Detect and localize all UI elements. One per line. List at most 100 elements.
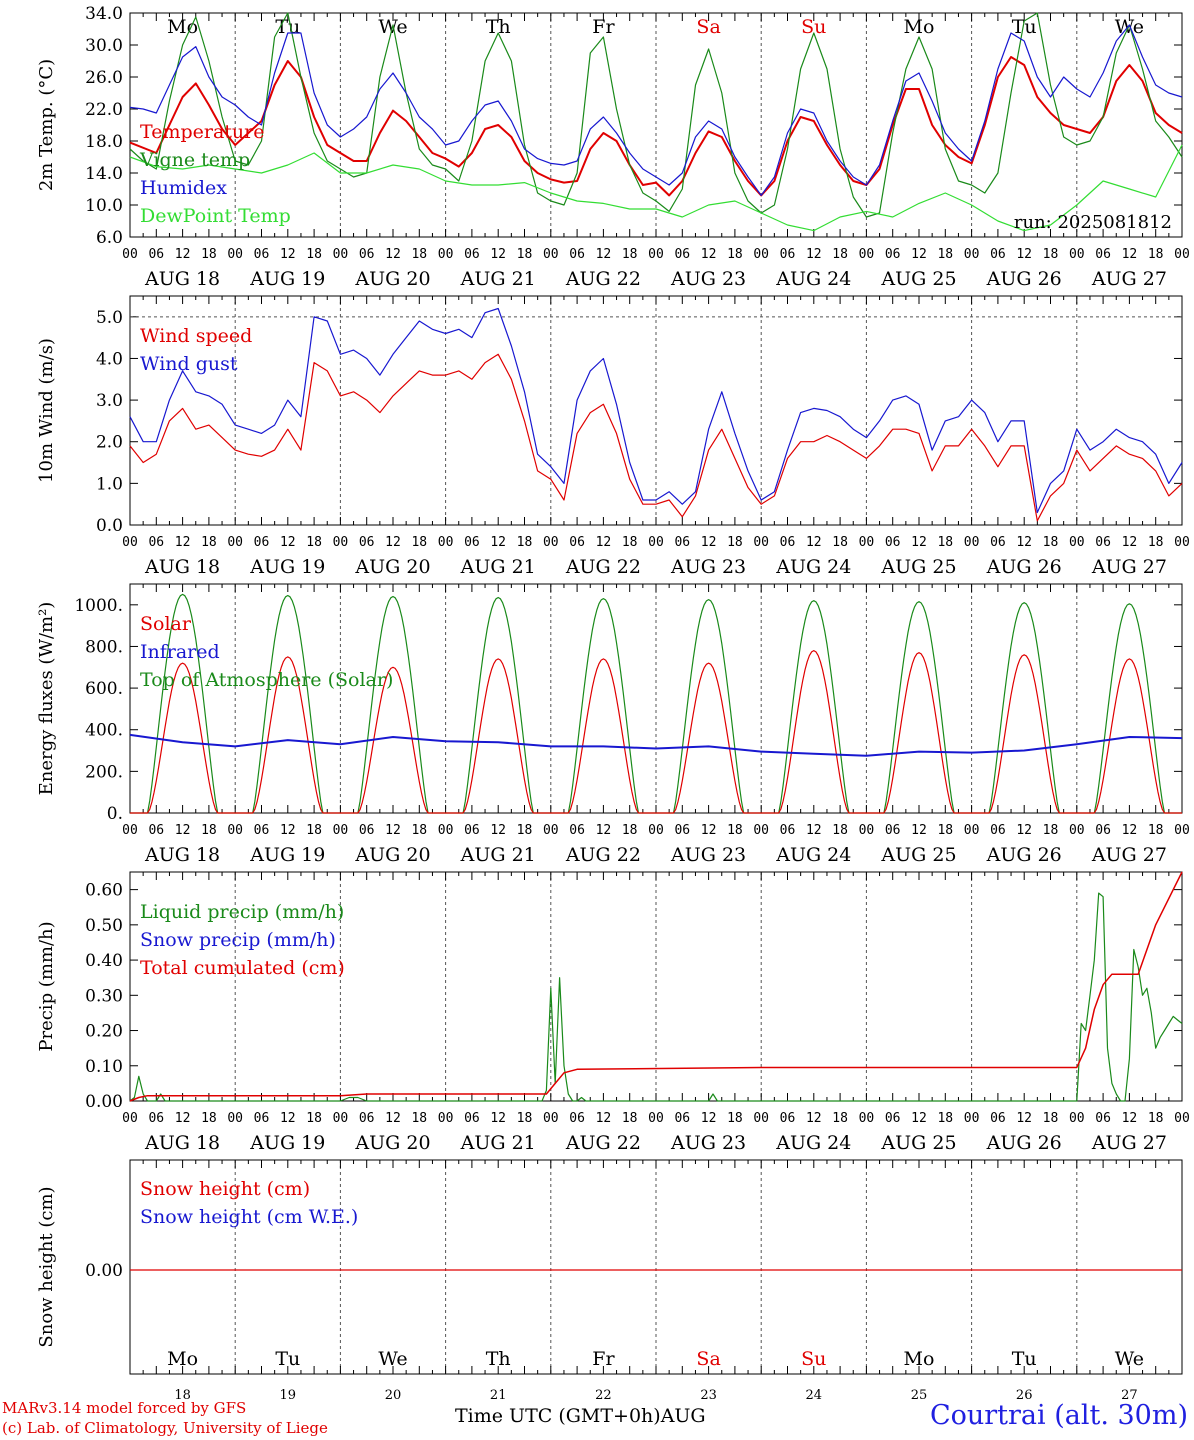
weekday-label: Sa bbox=[696, 1348, 720, 1370]
date-label: AUG 27 bbox=[1091, 268, 1167, 290]
date-label: AUG 24 bbox=[775, 556, 851, 578]
model-credit: MARv3.14 model forced by GFS bbox=[2, 1399, 247, 1417]
hour-tick-label: 18 bbox=[727, 823, 743, 838]
date-label: AUG 18 bbox=[144, 268, 220, 290]
hour-tick-label: 12 bbox=[280, 1111, 296, 1126]
date-label: AUG 18 bbox=[144, 556, 220, 578]
hour-tick-label: 12 bbox=[1016, 1111, 1032, 1126]
hour-tick-label: 06 bbox=[254, 1111, 270, 1126]
hour-tick-label: 12 bbox=[1122, 823, 1138, 838]
hour-tick-label: 00 bbox=[333, 535, 349, 550]
y-tick-label: 600. bbox=[85, 679, 123, 699]
hour-tick-label: 06 bbox=[1095, 1111, 1111, 1126]
hour-tick-label: 00 bbox=[122, 535, 138, 550]
weekday-label: Tu bbox=[1012, 16, 1037, 38]
hour-tick-label: 18 bbox=[832, 823, 848, 838]
hour-tick-label: 18 bbox=[1043, 823, 1059, 838]
date-label: AUG 22 bbox=[565, 268, 641, 290]
hour-tick-label: 06 bbox=[990, 247, 1006, 262]
hour-tick-label: 00 bbox=[964, 535, 980, 550]
hour-tick-label: 00 bbox=[543, 823, 559, 838]
hour-tick-label: 12 bbox=[490, 535, 506, 550]
weekday-label: Th bbox=[486, 16, 511, 38]
hour-tick-label: 00 bbox=[1069, 247, 1085, 262]
panel-frame bbox=[129, 12, 1183, 238]
hour-tick-label: 18 bbox=[201, 535, 217, 550]
hour-tick-label: 18 bbox=[937, 535, 953, 550]
hour-tick-label: 00 bbox=[333, 247, 349, 262]
hour-tick-label: 18 bbox=[937, 823, 953, 838]
hour-tick-label: 06 bbox=[148, 247, 164, 262]
y-axis-label: Precip (mm/h) bbox=[36, 921, 57, 1051]
day-number-label: 19 bbox=[280, 1388, 297, 1403]
y-tick-label: 0.00 bbox=[85, 1261, 123, 1281]
hour-tick-label: 06 bbox=[780, 1111, 796, 1126]
hour-tick-label: 06 bbox=[674, 535, 690, 550]
hour-tick-label: 00 bbox=[122, 247, 138, 262]
y-tick-label: 0.50 bbox=[85, 916, 123, 936]
date-label: AUG 26 bbox=[986, 1132, 1062, 1154]
date-label: AUG 23 bbox=[670, 844, 746, 866]
hour-tick-label: 18 bbox=[622, 1111, 638, 1126]
hour-tick-label: 12 bbox=[596, 1111, 612, 1126]
hour-tick-label: 18 bbox=[517, 535, 533, 550]
hour-tick-label: 18 bbox=[727, 1111, 743, 1126]
hour-tick-label: 18 bbox=[1148, 247, 1164, 262]
legend-entry: Temperature bbox=[140, 121, 264, 143]
series-line-1 bbox=[129, 307, 1183, 514]
y-tick-label: 0. bbox=[107, 804, 123, 824]
date-label: AUG 19 bbox=[249, 556, 325, 578]
hour-tick-label: 12 bbox=[385, 823, 401, 838]
hour-tick-label: 18 bbox=[411, 1111, 427, 1126]
weekday-label: We bbox=[1115, 1348, 1144, 1370]
hour-tick-label: 12 bbox=[806, 823, 822, 838]
time-axis-title: Time UTC (GMT+0h)AUG bbox=[455, 1405, 706, 1427]
hour-tick-label: 00 bbox=[438, 535, 454, 550]
date-label: AUG 23 bbox=[670, 1132, 746, 1154]
y-tick-label: 0.60 bbox=[85, 881, 123, 901]
hour-tick-label: 00 bbox=[1174, 535, 1190, 550]
hour-tick-label: 18 bbox=[1148, 1111, 1164, 1126]
hour-tick-label: 18 bbox=[411, 247, 427, 262]
date-label: AUG 22 bbox=[565, 556, 641, 578]
hour-tick-label: 12 bbox=[701, 535, 717, 550]
y-tick-label: 1.0 bbox=[96, 474, 123, 494]
date-label: AUG 20 bbox=[354, 1132, 430, 1154]
weekday-label: Fr bbox=[592, 16, 615, 38]
hour-tick-label: 06 bbox=[148, 535, 164, 550]
day-number-label: 20 bbox=[385, 1388, 402, 1403]
y-axis-label: 2m Temp. (°C) bbox=[36, 59, 57, 191]
hour-tick-label: 06 bbox=[359, 247, 375, 262]
hour-tick-label: 06 bbox=[674, 823, 690, 838]
series-line-1 bbox=[129, 12, 1183, 218]
hour-tick-label: 12 bbox=[701, 1111, 717, 1126]
hour-tick-label: 12 bbox=[806, 247, 822, 262]
hour-tick-label: 00 bbox=[227, 535, 243, 550]
hour-tick-label: 18 bbox=[306, 823, 322, 838]
hour-tick-label: 18 bbox=[306, 1111, 322, 1126]
hour-tick-label: 00 bbox=[227, 1111, 243, 1126]
day-number-label: 27 bbox=[1121, 1388, 1138, 1403]
hour-tick-label: 00 bbox=[543, 535, 559, 550]
hour-tick-label: 18 bbox=[622, 823, 638, 838]
hour-tick-label: 12 bbox=[175, 535, 191, 550]
y-axis-label: Energy fluxes (W/m²) bbox=[36, 602, 57, 796]
y-tick-label: 200. bbox=[85, 762, 123, 782]
hour-tick-label: 00 bbox=[227, 823, 243, 838]
series-line-0 bbox=[129, 892, 1183, 1102]
weekday-label: Sa bbox=[696, 16, 720, 38]
hour-tick-label: 06 bbox=[569, 1111, 585, 1126]
y-tick-label: 4.0 bbox=[96, 349, 123, 369]
hour-tick-label: 00 bbox=[333, 1111, 349, 1126]
date-label: AUG 24 bbox=[775, 268, 851, 290]
y-axis-label: Snow height (cm) bbox=[36, 1186, 57, 1347]
y-tick-label: 0.20 bbox=[85, 1022, 123, 1042]
hour-tick-label: 06 bbox=[674, 247, 690, 262]
hour-tick-label: 06 bbox=[780, 247, 796, 262]
y-tick-label: 14.0 bbox=[85, 164, 123, 184]
date-label: AUG 19 bbox=[249, 268, 325, 290]
series-line-infrared bbox=[129, 733, 1183, 757]
hour-tick-label: 12 bbox=[1122, 535, 1138, 550]
hour-tick-label: 00 bbox=[1069, 823, 1085, 838]
date-label: AUG 24 bbox=[775, 1132, 851, 1154]
